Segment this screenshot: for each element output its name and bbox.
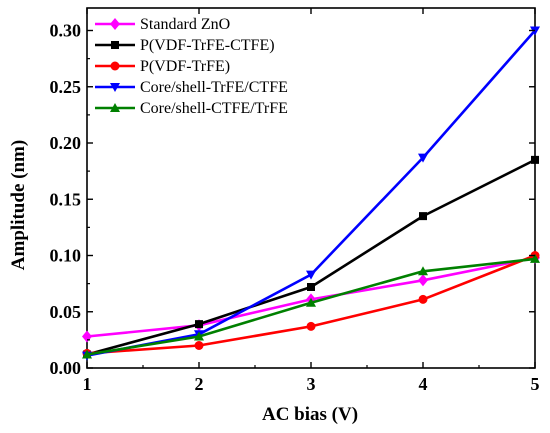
y-tick-label: 0.10 xyxy=(50,246,82,266)
legend-label: Core/shell-CTFE/TrFE xyxy=(140,100,288,117)
legend: Standard ZnO P(VDF-TrFE-CTFE) P(VDF-TrFE) C… xyxy=(95,16,288,117)
legend-label: Standard ZnO xyxy=(140,16,230,33)
legend-marker xyxy=(110,103,120,112)
legend-item: Core/shell-CTFE/TrFE xyxy=(95,100,288,117)
legend-label: P(VDF-TrFE-CTFE) xyxy=(140,37,275,54)
x-tick-label: 3 xyxy=(307,374,316,394)
series-3 xyxy=(82,26,540,361)
y-axis-title: Amplitude (nm) xyxy=(8,140,29,270)
data-point xyxy=(194,341,204,350)
data-point xyxy=(418,153,428,163)
legend-item: P(VDF-TrFE-CTFE) xyxy=(95,37,275,54)
x-tick-label: 5 xyxy=(531,374,540,394)
data-point xyxy=(82,349,92,359)
data-point xyxy=(531,155,539,164)
data-point xyxy=(419,212,427,221)
legend-marker xyxy=(110,61,120,71)
data-point xyxy=(306,321,316,331)
y-tick-label: 0.15 xyxy=(50,189,82,209)
data-point xyxy=(307,283,315,291)
data-point xyxy=(530,253,540,263)
x-tick-label: 1 xyxy=(83,374,92,394)
data-point xyxy=(418,274,428,287)
data-point xyxy=(82,330,92,343)
data-point xyxy=(418,294,428,304)
legend-marker xyxy=(110,83,120,92)
series-layer xyxy=(82,26,540,361)
x-axis-title: AC bias (V) xyxy=(262,404,358,425)
y-tick-label: 0.30 xyxy=(50,21,82,41)
y-tick-label: 0.05 xyxy=(50,302,82,322)
y-tick-label: 0.25 xyxy=(50,77,82,97)
series-4 xyxy=(82,253,540,359)
legend-item: Core/shell-TrFE/CTFE xyxy=(95,79,288,96)
y-tick-label: 0.20 xyxy=(50,133,82,153)
legend-item: Standard ZnO xyxy=(95,16,230,33)
data-point xyxy=(306,297,316,307)
legend-marker xyxy=(111,41,119,49)
data-point xyxy=(195,320,203,329)
data-point xyxy=(194,331,204,341)
data-point xyxy=(418,266,428,276)
legend-marker xyxy=(110,18,120,30)
x-tick-label: 2 xyxy=(195,374,204,394)
data-point xyxy=(306,270,316,280)
x-tick-label: 4 xyxy=(419,374,428,394)
axis-layer: 1 2 3 4 5 0.00 0.05 0.10 0.15 0.20 0.25 0.30 xyxy=(50,8,540,394)
series-2 xyxy=(82,251,540,358)
legend-label: Core/shell-TrFE/CTFE xyxy=(140,79,288,96)
legend-item: P(VDF-TrFE) xyxy=(95,58,230,75)
y-tick-label: 0.00 xyxy=(50,358,82,378)
legend-label: P(VDF-TrFE) xyxy=(140,58,230,75)
